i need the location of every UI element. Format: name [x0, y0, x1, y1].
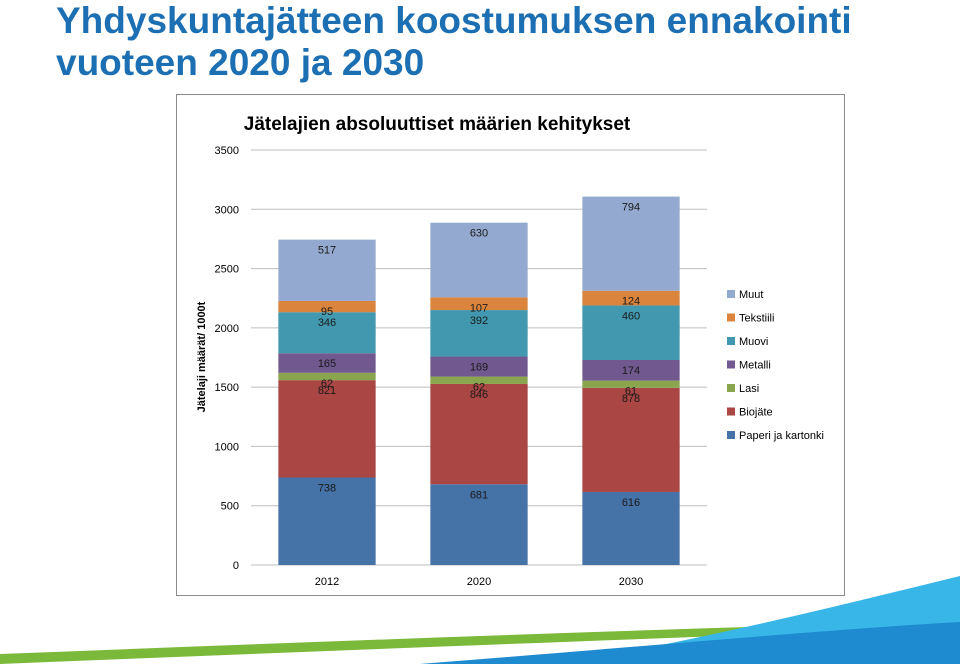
y-axis-label: Jätelaji määrät/ 1000t [196, 301, 208, 412]
data-label-0-1: 821 [318, 385, 336, 397]
data-label-0-5: 95 [321, 306, 333, 318]
y-axis-ticks: 0 500 1000 1500 2000 2500 3000 3500 [215, 145, 239, 572]
bar-segment-0-0 [278, 477, 376, 565]
data-label-2-6: 794 [622, 202, 640, 214]
data-label-0-2: 62 [321, 378, 333, 390]
x-tick-label-0: 2012 [315, 576, 339, 588]
bar-segment-0-5 [278, 300, 376, 313]
y-tick-label-7: 3500 [215, 145, 239, 157]
y-tick-label-3: 1500 [215, 382, 239, 394]
bar-segment-1-1 [430, 383, 528, 485]
data-label-1-1: 846 [470, 389, 488, 401]
bar-segment-2-5 [582, 290, 680, 306]
bar-segment-2-0 [582, 491, 680, 565]
x-axis-ticks: 2012 2020 2030 [315, 576, 643, 588]
legend-label-0: Muut [739, 289, 763, 301]
bar-segment-2-3 [582, 359, 680, 381]
legend-swatch-6 [727, 431, 735, 439]
bar-segment-1-0 [430, 484, 528, 565]
legend: Muut Tekstiili Muovi Metalli Lasi Biojäte Pape… [727, 289, 824, 442]
slide-title-line-2: vuoteen 2020 ja 2030 [56, 42, 425, 83]
legend-label-3: Metalli [739, 360, 771, 372]
data-label-0-0: 738 [318, 482, 336, 494]
chart-title: Jätelajien absoluuttiset määrien kehityk… [244, 114, 631, 135]
data-label-1-0: 681 [470, 489, 488, 501]
legend-swatch-2 [727, 337, 735, 345]
legend-label-2: Muovi [739, 336, 768, 348]
y-tick-label-1: 500 [221, 501, 239, 513]
bar-segment-1-2 [430, 376, 528, 384]
legend-swatch-5 [727, 407, 735, 416]
stacked-bar-chart: Jätelajien absoluuttiset määrien kehityk… [196, 114, 824, 588]
bar-segment-0-2 [278, 372, 376, 381]
legend-swatch-3 [727, 360, 735, 369]
data-label-1-5: 107 [470, 302, 488, 314]
legend-label-1: Tekstiili [739, 313, 774, 325]
bar-segment-1-4 [430, 310, 528, 357]
data-label-1-6: 630 [470, 228, 488, 240]
bars: 7388216216534695517681846621693921076306… [278, 196, 680, 565]
bar-segment-0-4 [278, 312, 376, 354]
bar-segment-2-6 [582, 196, 680, 291]
bar-segment-0-3 [278, 353, 376, 373]
slide-title: Yhdyskuntajätteen koostumuksen ennakoint… [56, 0, 936, 84]
bar-segment-0-1 [278, 380, 376, 478]
data-label-1-3: 169 [470, 362, 488, 374]
data-label-0-3: 165 [318, 358, 336, 370]
legend-swatch-1 [727, 313, 735, 322]
y-tick-label-6: 3000 [215, 204, 239, 216]
bar-segment-2-1 [582, 387, 680, 492]
bar-segment-1-5 [430, 297, 528, 311]
legend-label-4: Lasi [739, 383, 759, 395]
x-tick-label-1: 2020 [467, 576, 491, 588]
data-label-2-2: 61 [625, 386, 637, 398]
legend-swatch-4 [727, 384, 735, 392]
y-tick-label-5: 2500 [215, 264, 239, 276]
data-label-2-0: 616 [622, 497, 640, 509]
bar-segment-0-6 [278, 239, 376, 301]
data-label-2-3: 174 [622, 365, 640, 377]
data-label-1-2: 62 [473, 382, 485, 394]
wave-green-stripe [0, 624, 880, 664]
bar-segment-1-3 [430, 356, 528, 377]
data-label-0-6: 517 [318, 245, 336, 257]
data-label-0-4: 346 [318, 317, 336, 329]
legend-label-5: Biojäte [739, 407, 773, 419]
wave-dark-stripe [420, 622, 960, 664]
data-label-2-5: 124 [622, 296, 640, 308]
data-label-1-4: 392 [470, 315, 488, 327]
legend-swatch-0 [727, 290, 735, 298]
chart-frame: Jätelajien absoluuttiset määrien kehityk… [176, 94, 845, 596]
x-tick-label-2: 2030 [619, 576, 643, 588]
bar-segment-1-6 [430, 222, 528, 298]
bar-segment-2-4 [582, 305, 680, 360]
data-label-2-4: 460 [622, 310, 640, 322]
y-tick-label-2: 1000 [215, 441, 239, 453]
data-label-2-1: 878 [622, 393, 640, 405]
legend-label-6: Paperi ja kartonki [739, 430, 824, 442]
bar-segment-2-2 [582, 380, 680, 388]
slide-title-line-1: Yhdyskuntajätteen koostumuksen ennakoint… [56, 0, 852, 41]
y-tick-label-4: 2000 [215, 323, 239, 335]
y-tick-label-0: 0 [233, 560, 239, 572]
